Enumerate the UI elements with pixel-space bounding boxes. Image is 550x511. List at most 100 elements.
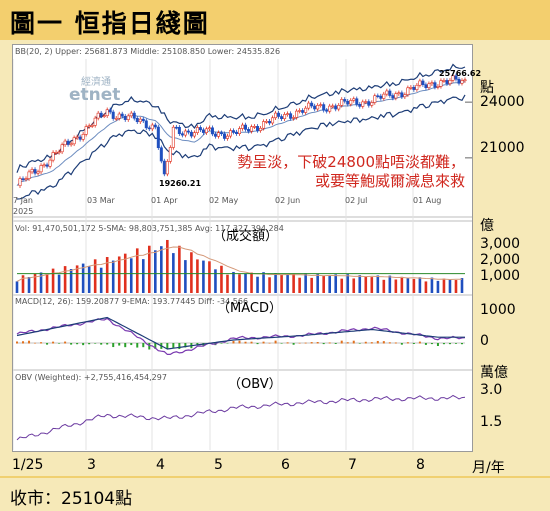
candle-body bbox=[262, 121, 266, 129]
macd-histogram-bar bbox=[196, 343, 199, 345]
candle-body bbox=[48, 159, 52, 167]
candle-body bbox=[352, 98, 356, 101]
volume-bar bbox=[358, 275, 362, 293]
macd-histogram-bar bbox=[358, 343, 361, 344]
candle-body bbox=[114, 117, 118, 120]
volume-bar bbox=[316, 274, 319, 293]
candle-body bbox=[241, 124, 245, 129]
candle-body bbox=[412, 87, 416, 90]
macd-histogram-bar bbox=[28, 340, 31, 344]
macd-histogram-bar bbox=[388, 342, 391, 344]
volume-bar bbox=[178, 245, 181, 293]
candle-body bbox=[54, 152, 58, 154]
candle-body bbox=[349, 100, 353, 105]
candle-body bbox=[280, 116, 284, 120]
macd-histogram-bar bbox=[220, 343, 223, 344]
volume-bar bbox=[220, 265, 223, 293]
volume-bar bbox=[214, 269, 217, 293]
candle-body bbox=[81, 134, 85, 140]
volume-bar bbox=[232, 271, 235, 293]
macd-histogram-bar bbox=[298, 342, 301, 344]
macd-histogram-bar bbox=[418, 341, 421, 344]
macd-signal-line bbox=[16, 316, 465, 350]
volume-bar bbox=[418, 277, 422, 293]
candle-body bbox=[403, 94, 407, 98]
candle-body bbox=[150, 124, 154, 130]
candle-body bbox=[135, 117, 139, 123]
macd-histogram-bar bbox=[280, 343, 283, 344]
volume-bar bbox=[45, 273, 49, 293]
macd-histogram-bar bbox=[322, 343, 325, 345]
candle-body bbox=[304, 107, 308, 113]
inner-date-7: 01 Aug bbox=[413, 196, 442, 205]
macd-histogram-bar bbox=[238, 340, 241, 344]
candle-body bbox=[51, 152, 55, 161]
chart-panel: BB(20, 2) Upper: 25681.873 Middle: 25108… bbox=[12, 44, 481, 452]
macd-histogram-bar bbox=[430, 343, 433, 345]
volume-bar bbox=[346, 274, 350, 293]
candle-body bbox=[93, 117, 97, 126]
candle-body bbox=[409, 87, 413, 89]
inner-date-6: 02 Jul bbox=[345, 196, 368, 205]
bollinger-middle-line bbox=[16, 81, 466, 187]
volume-bar bbox=[33, 273, 37, 293]
candle-body bbox=[400, 92, 404, 98]
candle-body bbox=[406, 87, 410, 95]
candle-body bbox=[126, 115, 130, 120]
volume-bar bbox=[376, 275, 380, 293]
candle-body bbox=[442, 80, 446, 82]
candle-body bbox=[376, 95, 380, 98]
candle-body bbox=[286, 113, 290, 115]
candle-body bbox=[144, 120, 148, 129]
candle-body bbox=[102, 115, 106, 118]
candle-body bbox=[370, 102, 374, 106]
macd-line bbox=[16, 317, 466, 355]
candle-body bbox=[268, 120, 272, 124]
candle-body bbox=[60, 144, 64, 153]
volume-bar bbox=[424, 281, 428, 293]
candle-body bbox=[316, 105, 320, 110]
candle-body bbox=[436, 86, 440, 88]
candle-body bbox=[39, 165, 43, 173]
candle-body bbox=[427, 83, 431, 88]
candle-body bbox=[201, 129, 205, 133]
obv-legend: OBV (Weighted): +2,755,416,454,297 bbox=[15, 373, 167, 382]
candle-body bbox=[397, 92, 401, 95]
candle-body bbox=[132, 112, 136, 119]
candle-body bbox=[45, 164, 49, 167]
macd-histogram-bar bbox=[250, 341, 253, 344]
macd-histogram-bar bbox=[88, 343, 91, 345]
candle-body bbox=[298, 110, 302, 112]
candle-body bbox=[159, 147, 163, 162]
x-axis-unit: 月/年 bbox=[472, 460, 505, 476]
candle-body bbox=[165, 161, 169, 175]
candle-body bbox=[295, 110, 299, 118]
candle-body bbox=[219, 132, 223, 135]
volume-bar bbox=[394, 279, 398, 293]
x-tick-jan: 1/25 bbox=[12, 457, 44, 473]
obv-tick-1-5: 1.5 bbox=[480, 414, 503, 430]
candle-body bbox=[430, 82, 434, 85]
candle-body bbox=[162, 160, 166, 175]
candle-body bbox=[156, 126, 160, 149]
candle-body bbox=[30, 169, 34, 173]
candle-body bbox=[216, 132, 220, 137]
volume-bar bbox=[147, 245, 151, 293]
macd-histogram-bar bbox=[46, 343, 49, 345]
candle-body bbox=[186, 130, 190, 133]
candle-body bbox=[328, 105, 332, 112]
macd-histogram-bar bbox=[172, 343, 175, 348]
volume-unit-label: 億 bbox=[480, 218, 494, 234]
volume-bar bbox=[292, 273, 295, 293]
candle-body bbox=[271, 117, 275, 124]
volume-bar bbox=[460, 278, 464, 293]
macd-histogram-bar bbox=[454, 343, 457, 344]
candle-body bbox=[364, 101, 368, 103]
candle-body bbox=[310, 102, 314, 107]
price-unit-label: 點 bbox=[480, 80, 494, 96]
macd-histogram-bar bbox=[106, 343, 109, 345]
volume-bar bbox=[166, 239, 169, 293]
candle-body bbox=[391, 95, 395, 99]
candle-body bbox=[141, 118, 145, 122]
candle-body bbox=[331, 105, 335, 108]
